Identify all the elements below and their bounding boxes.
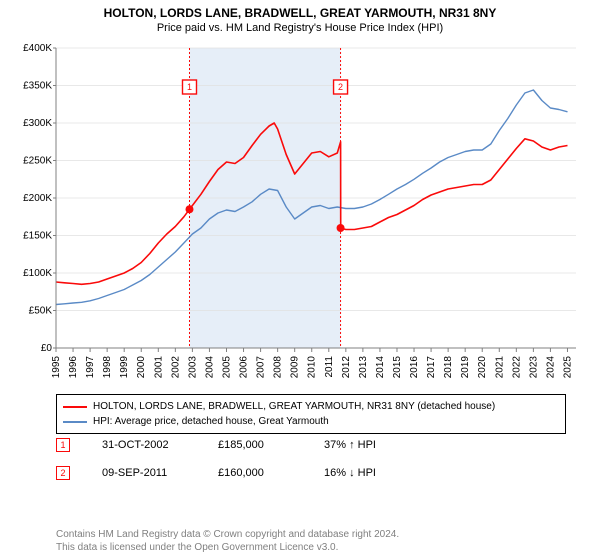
chart-svg: £0 £50K £100K £150K £200K £250K £300K £350K £400… (12, 42, 588, 382)
sale-2-date: 09-SEP-2011 (102, 467, 192, 479)
svg-text:£200K: £200K (23, 193, 52, 204)
svg-text:2008: 2008 (273, 356, 284, 379)
svg-text:£400K: £400K (23, 43, 52, 54)
sale-2-pct: 16% ↓ HPI (324, 467, 376, 479)
svg-text:2017: 2017 (426, 356, 437, 379)
title-block: HOLTON, LORDS LANE, BRADWELL, GREAT YARM… (0, 0, 600, 34)
svg-text:2023: 2023 (528, 356, 539, 379)
svg-text:1996: 1996 (68, 356, 79, 379)
svg-text:2018: 2018 (443, 356, 454, 379)
sale-marker-1-num: 1 (60, 440, 65, 450)
svg-text:2000: 2000 (136, 356, 147, 379)
svg-text:2: 2 (338, 82, 343, 92)
chart-subtitle: Price paid vs. HM Land Registry's House … (0, 22, 600, 34)
sale-marker-2-num: 2 (60, 468, 65, 478)
legend-swatch-hpi-icon (63, 421, 87, 423)
svg-text:2004: 2004 (204, 356, 215, 379)
svg-text:2012: 2012 (341, 356, 352, 379)
svg-text:1998: 1998 (102, 356, 113, 379)
attribution-line2: This data is licensed under the Open Gov… (56, 541, 399, 554)
legend-row-price: HOLTON, LORDS LANE, BRADWELL, GREAT YARM… (63, 399, 559, 414)
sale-marker-1-icon: 1 (56, 438, 70, 452)
svg-text:2022: 2022 (511, 356, 522, 379)
svg-text:2014: 2014 (375, 356, 386, 379)
svg-text:1995: 1995 (51, 356, 62, 379)
svg-text:2011: 2011 (324, 356, 335, 378)
svg-text:2015: 2015 (392, 356, 403, 379)
chart-container: HOLTON, LORDS LANE, BRADWELL, GREAT YARM… (0, 0, 600, 560)
svg-text:2021: 2021 (494, 356, 505, 379)
sale-1-date: 31-OCT-2002 (102, 439, 192, 451)
svg-text:2009: 2009 (290, 356, 301, 379)
svg-text:2025: 2025 (562, 356, 573, 379)
svg-text:£100K: £100K (23, 268, 52, 279)
sale-row-1: 1 31-OCT-2002 £185,000 37% ↑ HPI (56, 438, 566, 452)
chart-plot-area: £0 £50K £100K £150K £200K £250K £300K £350K £400… (12, 42, 588, 382)
svg-text:1999: 1999 (119, 356, 130, 379)
svg-text:2016: 2016 (409, 356, 420, 379)
legend-box: HOLTON, LORDS LANE, BRADWELL, GREAT YARM… (56, 394, 566, 434)
svg-text:£0: £0 (41, 343, 53, 354)
sale-row-2: 2 09-SEP-2011 £160,000 16% ↓ HPI (56, 466, 566, 480)
svg-text:2001: 2001 (153, 356, 164, 379)
legend-row-hpi: HPI: Average price, detached house, Grea… (63, 414, 559, 429)
svg-text:£350K: £350K (23, 81, 52, 92)
svg-text:2020: 2020 (477, 356, 488, 379)
svg-text:2006: 2006 (239, 356, 250, 379)
svg-text:1997: 1997 (85, 356, 96, 379)
sale-1-pct: 37% ↑ HPI (324, 439, 376, 451)
svg-text:£250K: £250K (23, 156, 52, 167)
sale-2-price: £160,000 (218, 467, 298, 479)
svg-text:2002: 2002 (170, 356, 181, 379)
attribution-line1: Contains HM Land Registry data © Crown c… (56, 528, 399, 541)
svg-text:2005: 2005 (221, 356, 232, 379)
legend-swatch-price-icon (63, 406, 87, 408)
svg-text:1: 1 (187, 82, 192, 92)
svg-text:£150K: £150K (23, 231, 52, 242)
legend-label-price: HOLTON, LORDS LANE, BRADWELL, GREAT YARM… (93, 399, 495, 414)
sale-marker-2-icon: 2 (56, 466, 70, 480)
chart-title: HOLTON, LORDS LANE, BRADWELL, GREAT YARM… (0, 6, 600, 20)
attribution-text: Contains HM Land Registry data © Crown c… (56, 528, 399, 554)
svg-text:2013: 2013 (358, 356, 369, 379)
sale-1-price: £185,000 (218, 439, 298, 451)
legend-label-hpi: HPI: Average price, detached house, Grea… (93, 414, 329, 429)
svg-text:2003: 2003 (187, 356, 198, 379)
svg-text:2007: 2007 (256, 356, 267, 379)
svg-text:2024: 2024 (545, 356, 556, 379)
svg-text:2019: 2019 (460, 356, 471, 379)
svg-text:£50K: £50K (29, 306, 53, 317)
svg-text:2010: 2010 (307, 356, 318, 379)
svg-text:£300K: £300K (23, 118, 52, 129)
